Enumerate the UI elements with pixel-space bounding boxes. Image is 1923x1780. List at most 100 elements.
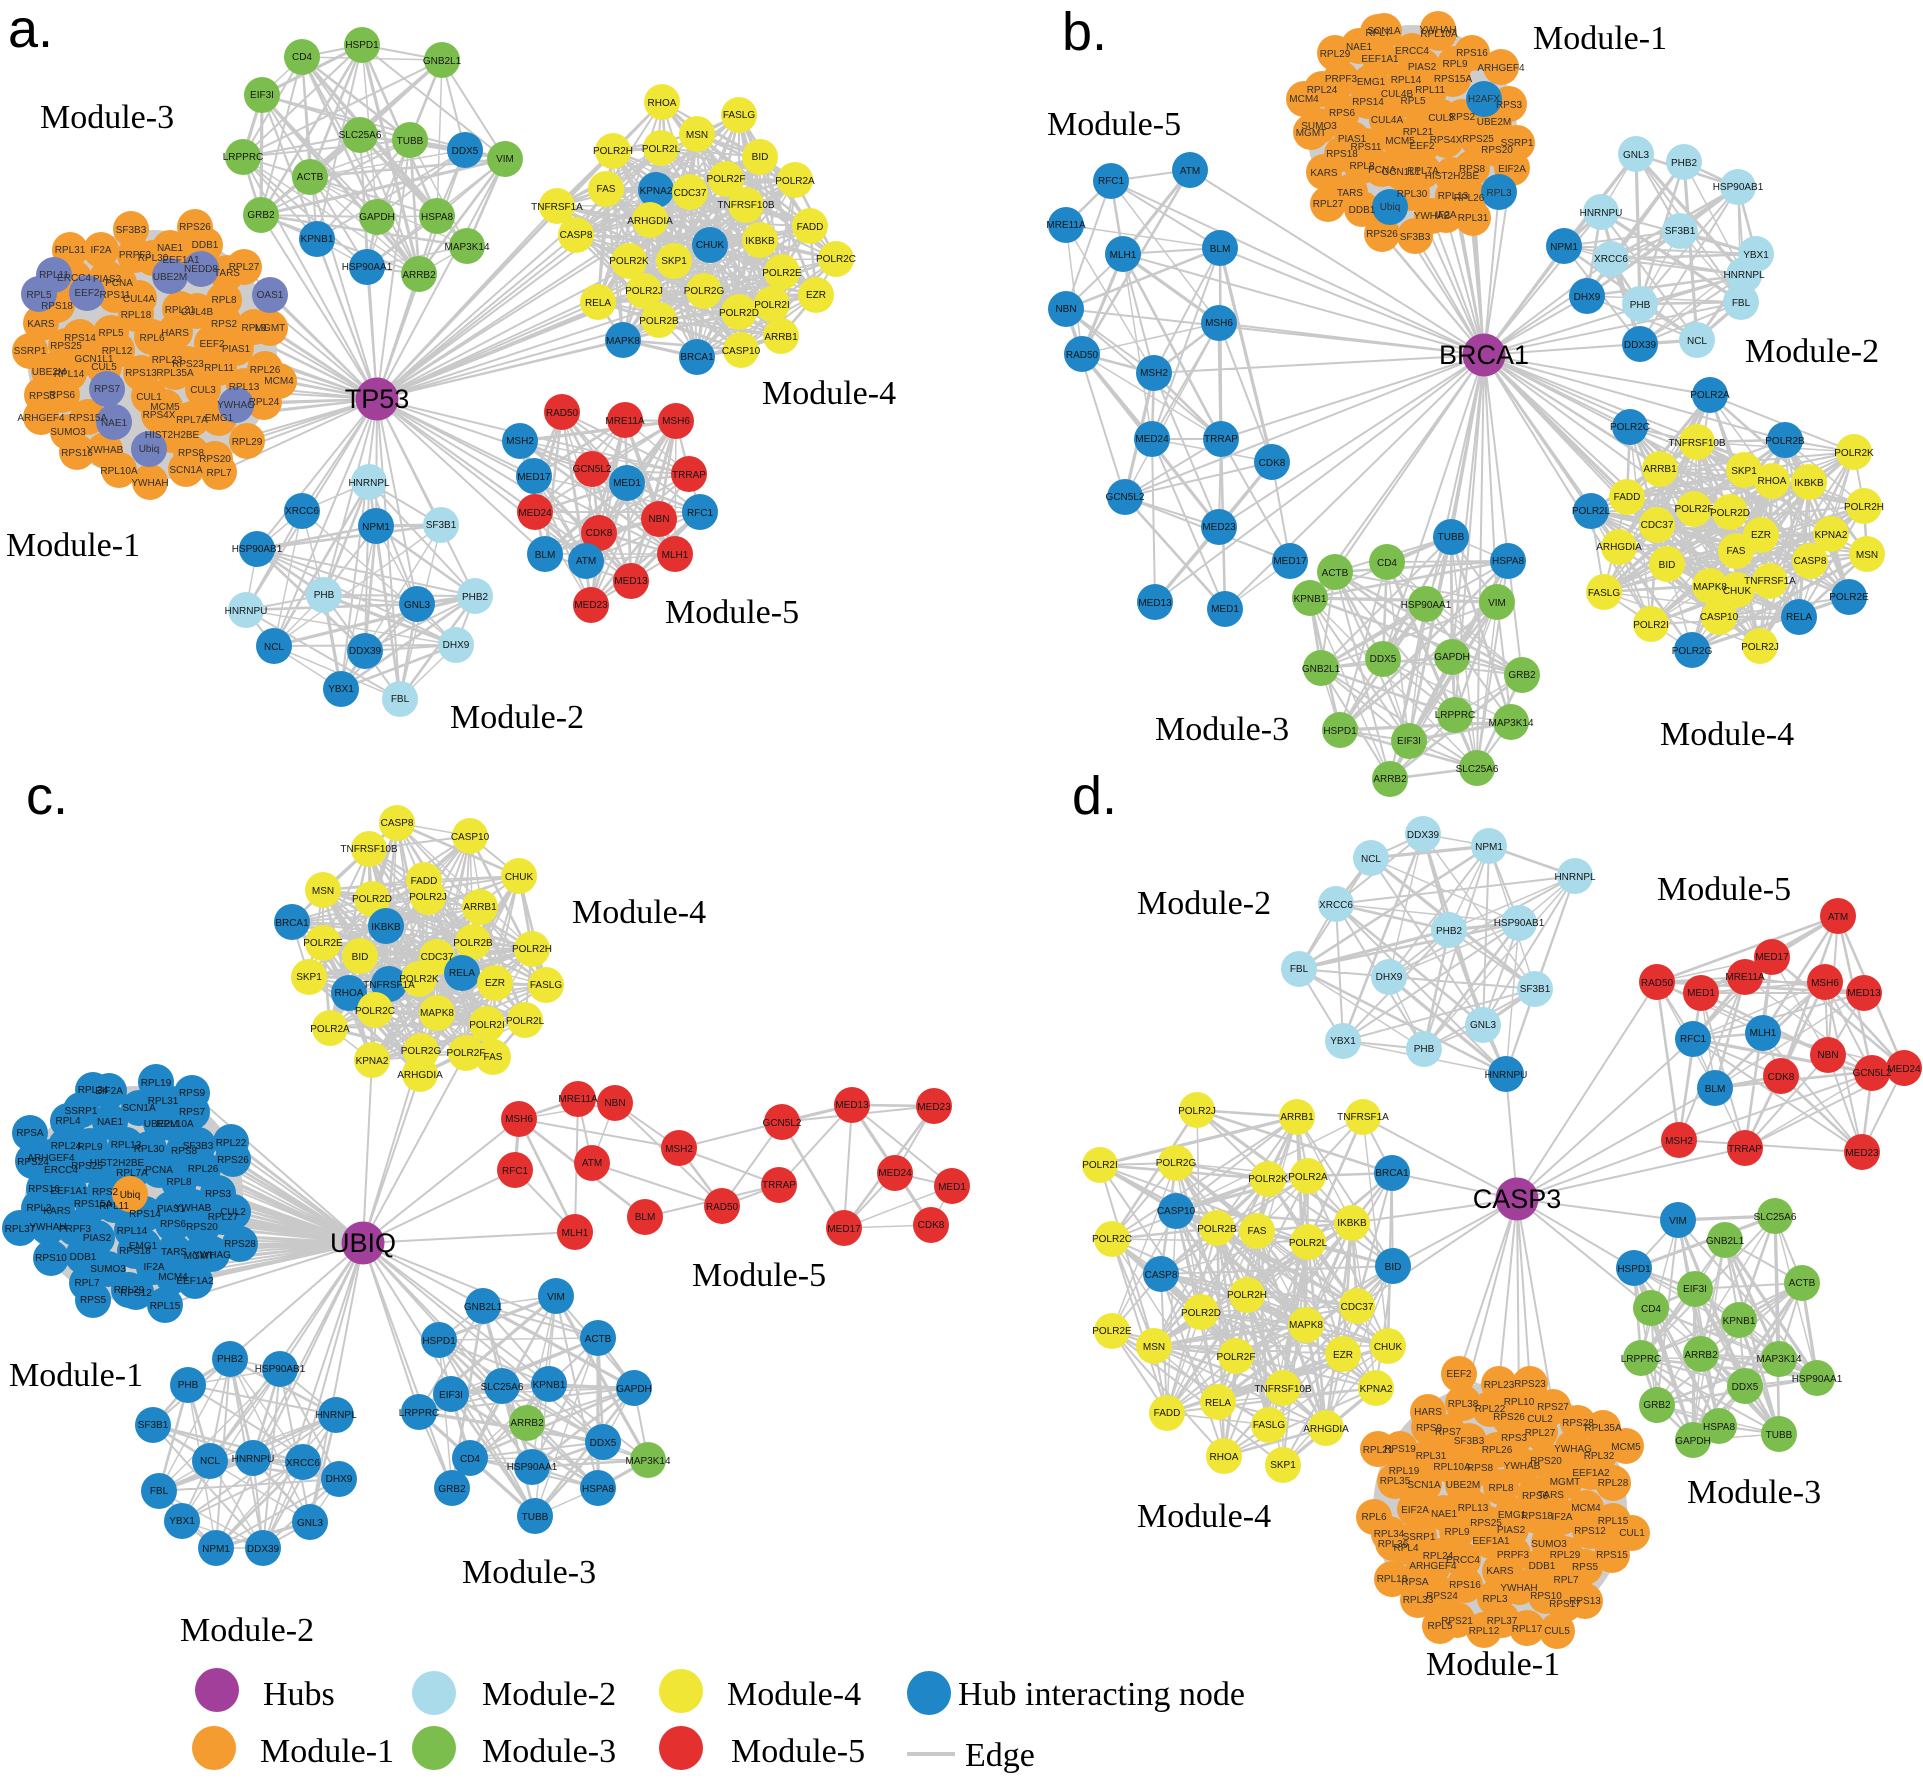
svg-text:RPL31: RPL31: [55, 245, 86, 256]
svg-text:PIAS2: PIAS2: [93, 274, 122, 285]
svg-text:RPS19: RPS19: [1384, 1444, 1416, 1455]
svg-text:FADD: FADD: [411, 876, 438, 887]
svg-text:MED13: MED13: [1138, 598, 1172, 609]
svg-text:YWHAH: YWHAH: [29, 1222, 66, 1233]
svg-text:DDB1: DDB1: [1529, 1561, 1556, 1572]
svg-text:CDK8: CDK8: [918, 1220, 945, 1231]
svg-text:EIF3I: EIF3I: [250, 90, 274, 101]
svg-text:RPL33: RPL33: [1403, 1595, 1434, 1606]
svg-text:KPNA2: KPNA2: [1815, 530, 1848, 541]
svg-text:RPS26: RPS26: [217, 1155, 249, 1166]
svg-text:RPS23: RPS23: [1514, 1379, 1546, 1390]
svg-text:TUBB: TUBB: [522, 1512, 549, 1523]
svg-text:RPL29: RPL29: [114, 1285, 145, 1296]
svg-text:MLH1: MLH1: [1110, 250, 1137, 261]
svg-text:GAPDH: GAPDH: [1675, 1436, 1711, 1447]
svg-text:EZR: EZR: [1333, 1350, 1353, 1361]
svg-text:SLC25A6: SLC25A6: [1754, 1212, 1797, 1223]
svg-text:HSPD1: HSPD1: [1323, 726, 1357, 737]
svg-text:POLR2F: POLR2F: [707, 174, 746, 185]
svg-text:RPL7: RPL7: [206, 468, 231, 479]
svg-text:EMG1: EMG1: [205, 413, 234, 424]
svg-text:RPL34: RPL34: [1374, 1529, 1405, 1540]
svg-text:SSRP1: SSRP1: [1501, 138, 1534, 149]
svg-text:PRPF3: PRPF3: [1497, 1550, 1530, 1561]
svg-text:SLC25A6: SLC25A6: [1456, 764, 1499, 775]
svg-text:MLH1: MLH1: [662, 550, 689, 561]
svg-text:SF3B1: SF3B1: [1520, 984, 1551, 995]
svg-text:RPL36: RPL36: [1378, 1539, 1409, 1550]
svg-text:RPS6: RPS6: [1329, 108, 1356, 119]
svg-text:RELA: RELA: [1205, 1398, 1231, 1409]
svg-text:HNRNPL: HNRNPL: [315, 1410, 357, 1421]
svg-text:IKBKB: IKBKB: [745, 236, 775, 247]
svg-text:POLR2L: POLR2L: [642, 144, 681, 155]
svg-text:POLR2J: POLR2J: [1178, 1106, 1216, 1117]
svg-text:TRRAP: TRRAP: [1728, 1144, 1762, 1155]
svg-text:MED17: MED17: [1755, 952, 1789, 963]
svg-text:EEF1A1: EEF1A1: [1361, 54, 1399, 65]
svg-text:NAE1: NAE1: [1431, 1509, 1458, 1520]
svg-text:IKBKB: IKBKB: [1337, 1218, 1367, 1229]
svg-text:PHB2: PHB2: [1436, 926, 1463, 937]
svg-text:RPS10: RPS10: [35, 1253, 67, 1264]
svg-text:RPL7A: RPL7A: [116, 1168, 148, 1179]
svg-text:SKP1: SKP1: [1270, 1460, 1296, 1471]
svg-text:IF2A: IF2A: [143, 1262, 164, 1273]
svg-text:RPS2: RPS2: [211, 319, 238, 330]
svg-text:RPS17: RPS17: [1549, 1599, 1581, 1610]
svg-text:RPS26: RPS26: [1493, 1412, 1525, 1423]
svg-text:FAS: FAS: [484, 1052, 503, 1063]
svg-text:RPS8: RPS8: [178, 448, 205, 459]
svg-text:ACTB: ACTB: [297, 172, 324, 183]
svg-text:UBE2M: UBE2M: [144, 1119, 178, 1130]
svg-text:PIAS1: PIAS1: [222, 344, 251, 355]
svg-text:RPS16: RPS16: [1456, 48, 1488, 59]
svg-text:CDC37: CDC37: [674, 188, 707, 199]
svg-text:RPL24: RPL24: [1423, 1551, 1454, 1562]
svg-text:RPS15A: RPS15A: [69, 413, 108, 424]
svg-text:EEF2: EEF2: [199, 339, 224, 350]
svg-text:MAP3K14: MAP3K14: [1488, 718, 1533, 729]
svg-text:MAPK8: MAPK8: [420, 1008, 454, 1019]
svg-text:CDK8: CDK8: [1768, 1072, 1795, 1083]
svg-text:ARHGEF4: ARHGEF4: [27, 1153, 75, 1164]
svg-text:POLR2H: POLR2H: [593, 146, 633, 157]
svg-text:MCM5: MCM5: [1385, 136, 1415, 147]
svg-text:YWHAH: YWHAH: [131, 478, 168, 489]
svg-text:CASP10: CASP10: [451, 832, 490, 843]
svg-text:RPL32: RPL32: [1584, 1451, 1615, 1462]
svg-text:MSH2: MSH2: [665, 1144, 693, 1155]
svg-text:TUBB: TUBB: [1438, 532, 1465, 543]
svg-text:ERCC4: ERCC4: [1446, 1555, 1480, 1566]
svg-text:RPL10: RPL10: [1504, 1397, 1535, 1408]
svg-text:Edge: Edge: [965, 1737, 1035, 1774]
svg-text:RPS11: RPS11: [1351, 142, 1382, 153]
svg-text:CHUK: CHUK: [1723, 586, 1752, 597]
svg-text:RPL23: RPL23: [1484, 1380, 1515, 1391]
svg-text:LRPPRC: LRPPRC: [223, 152, 264, 163]
svg-text:RPS28: RPS28: [224, 1239, 256, 1250]
svg-text:RPS15A: RPS15A: [74, 1199, 113, 1210]
svg-text:SUMO3: SUMO3: [1301, 121, 1337, 132]
svg-text:FADD: FADD: [797, 222, 824, 233]
svg-text:KPNA2: KPNA2: [1360, 1384, 1393, 1395]
svg-text:NBN: NBN: [604, 1098, 625, 1109]
svg-text:RPS3: RPS3: [205, 1189, 232, 1200]
svg-text:Module-5: Module-5: [1047, 106, 1181, 143]
svg-text:EEF2: EEF2: [74, 288, 99, 299]
svg-text:CHUK: CHUK: [696, 240, 725, 251]
svg-text:CDK8: CDK8: [586, 528, 613, 539]
svg-text:POLR2B: POLR2B: [1197, 1224, 1237, 1235]
svg-text:PRPF3: PRPF3: [1325, 74, 1358, 85]
svg-text:POLR2A: POLR2A: [310, 1024, 350, 1035]
svg-text:EIF3I: EIF3I: [439, 1390, 463, 1401]
svg-text:Module-3: Module-3: [40, 99, 174, 136]
svg-text:NCL: NCL: [200, 1456, 220, 1467]
svg-text:CD4: CD4: [292, 52, 312, 63]
svg-text:PRPF3: PRPF3: [59, 1224, 92, 1235]
svg-text:POLR2B: POLR2B: [639, 316, 679, 327]
svg-text:RPL8: RPL8: [1349, 161, 1374, 172]
svg-text:MED17: MED17: [827, 1224, 861, 1235]
svg-text:HIST2H2BE: HIST2H2BE: [1425, 171, 1480, 182]
